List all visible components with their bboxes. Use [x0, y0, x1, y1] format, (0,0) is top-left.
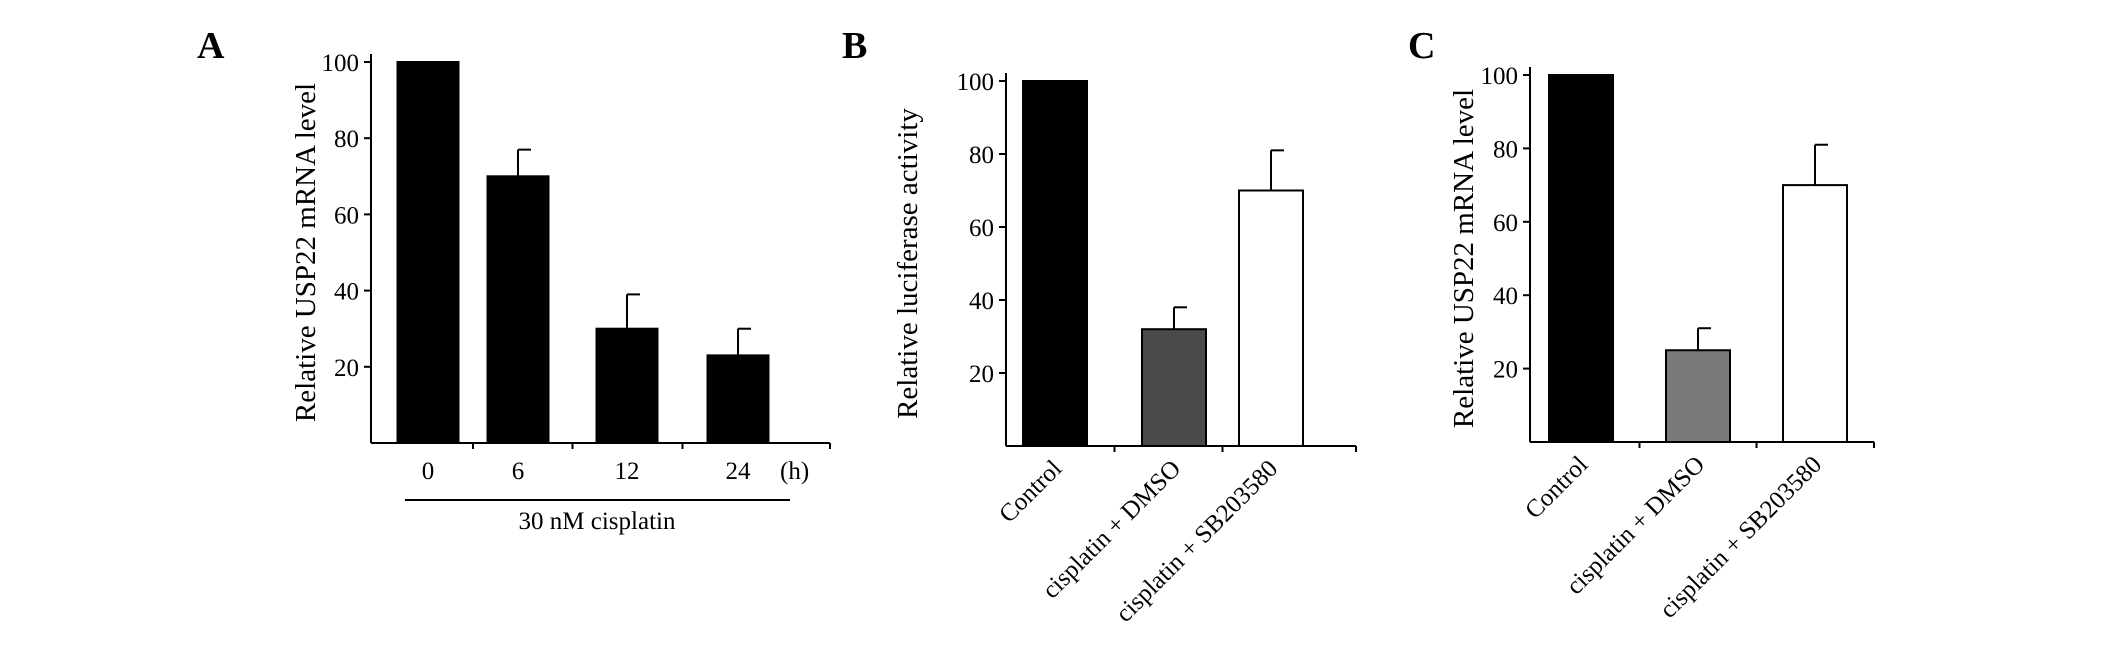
x-tick-label: 6: [512, 458, 525, 485]
bar-6: [486, 175, 550, 445]
y-tick-label: 80: [334, 126, 359, 153]
bar-cisplatin-dmso: [1141, 328, 1207, 448]
panel-a: A Relative USP22 mRNA level 20 40 60 80 100 0 6 1…: [197, 25, 831, 535]
y-axis-label: Relative luciferase activity: [892, 108, 924, 419]
panel-letter: A: [197, 25, 225, 67]
bar-12: [595, 327, 659, 445]
y-tick-label: 20: [1493, 357, 1518, 384]
y-tick-label: 100: [957, 69, 995, 96]
group-label: 30 nM cisplatin: [519, 508, 676, 535]
x-tick-label: Control: [994, 455, 1067, 528]
x-tick-label: Control: [1520, 451, 1593, 524]
panel-letter: C: [1408, 25, 1435, 67]
y-tick-label: 60: [1493, 210, 1518, 237]
bar-control: [1022, 80, 1088, 447]
x-tick-label: 0: [422, 458, 435, 485]
x-tick-label: 24: [726, 458, 752, 485]
x-tick-label: 12: [615, 458, 640, 485]
bar-cisplatin-sb203580: [1238, 189, 1304, 447]
bar-0: [396, 61, 460, 444]
bar-cisplatin-dmso: [1665, 349, 1731, 443]
y-tick-label: 20: [334, 355, 359, 382]
y-axis-label: Relative USP22 mRNA level: [290, 83, 322, 422]
y-tick-label: 100: [322, 50, 360, 77]
y-tick-label: 60: [969, 215, 994, 242]
x-tick-label: cisplatin + SB203580: [1111, 455, 1283, 627]
y-tick-label: 60: [334, 202, 359, 229]
panel-c: C Relative USP22 mRNA level 20 40 60 80 100 Con…: [1408, 25, 1875, 624]
y-tick-label: 40: [334, 279, 359, 306]
x-unit-label: (h): [780, 458, 809, 485]
y-tick-label: 40: [969, 288, 994, 315]
y-tick-label: 80: [969, 142, 994, 169]
y-tick-label: 40: [1493, 283, 1518, 310]
bar-24: [706, 354, 770, 444]
bar-cisplatin-sb203580: [1782, 184, 1848, 443]
y-axis-label: Relative USP22 mRNA level: [1448, 89, 1480, 428]
y-tick-label: 20: [969, 361, 994, 388]
y-tick-label: 100: [1481, 63, 1519, 90]
panel-b: B Relative luciferase activity 20 40 60 80 100…: [842, 25, 1357, 628]
y-tick-label: 80: [1493, 136, 1518, 163]
panel-letter: B: [842, 25, 867, 67]
bar-control: [1548, 74, 1614, 443]
